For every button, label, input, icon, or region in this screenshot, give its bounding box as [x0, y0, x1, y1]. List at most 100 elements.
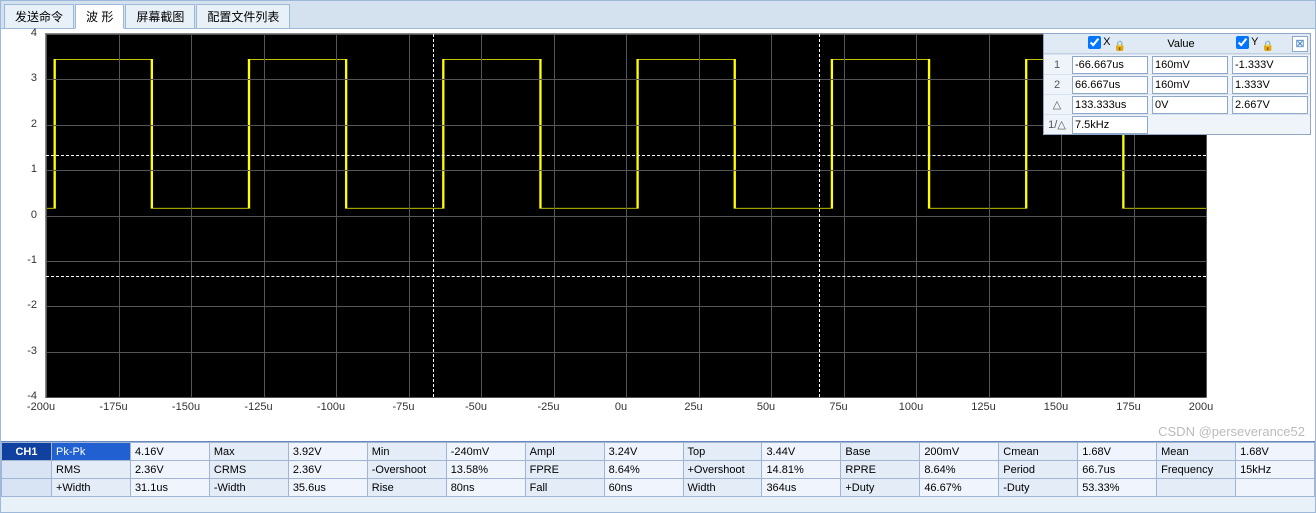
x-tick-label: -200u — [27, 401, 55, 413]
meas-label: +Width — [52, 479, 131, 497]
meas-label: Width — [683, 479, 762, 497]
y-tick-label: 3 — [31, 72, 37, 84]
cursor-y-input[interactable] — [1232, 96, 1308, 114]
meas-value: 14.81% — [762, 461, 841, 479]
y-tick-label: -3 — [27, 345, 37, 357]
measurements-panel: CH1Pk-Pk4.16VMax3.92VMin-240mVAmpl3.24VT… — [1, 441, 1315, 497]
tab-send[interactable]: 发送命令 — [4, 4, 74, 28]
meas-value — [1236, 479, 1315, 497]
x-tick-label: 150u — [1044, 401, 1068, 413]
y-axis: -4-3-2-101234 — [1, 33, 39, 398]
meas-label: Cmean — [999, 443, 1078, 461]
meas-value: 60ns — [604, 479, 683, 497]
cursor-value-input[interactable] — [1152, 76, 1228, 94]
cursor-row: 1/△ — [1044, 114, 1310, 134]
tab-filelist[interactable]: 配置文件列表 — [196, 4, 290, 28]
plot-container: -4-3-2-101234 -200u-175u-150u-125u-100u-… — [1, 29, 1315, 441]
meas-value: 3.92V — [288, 443, 367, 461]
meas-label: Min — [367, 443, 446, 461]
y-tick-label: -2 — [27, 299, 37, 311]
x-tick-label: -75u — [392, 401, 414, 413]
meas-label: RPRE — [841, 461, 920, 479]
cursor-y-checkbox[interactable] — [1236, 36, 1249, 49]
x-tick-label: 200u — [1189, 401, 1213, 413]
oscilloscope-window: 发送命令 波 形 屏幕截图 配置文件列表 -4-3-2-101234 -200u… — [0, 0, 1316, 513]
cursor-value-input[interactable] — [1152, 96, 1228, 114]
y-tick-label: 2 — [31, 118, 37, 130]
x-tick-label: 175u — [1116, 401, 1140, 413]
plot-area[interactable] — [45, 33, 1207, 398]
lock-icon: 🔒 — [1261, 41, 1273, 52]
cursor-horizontal[interactable] — [46, 155, 1206, 156]
tab-screenshot[interactable]: 屏幕截图 — [125, 4, 195, 28]
cursor-panel-close[interactable]: ⊠ — [1292, 36, 1308, 52]
meas-value: 46.67% — [920, 479, 999, 497]
cursor-x-input[interactable] — [1072, 56, 1148, 74]
lock-icon: 🔒 — [1113, 41, 1125, 52]
x-axis: -200u-175u-150u-125u-100u-75u-50u-25u0u2… — [41, 401, 1211, 419]
x-tick-label: 0u — [615, 401, 627, 413]
meas-value: 15kHz — [1236, 461, 1315, 479]
cursor-panel: X 🔒 Value Y 🔒 ⊠ 1 2 △ 1/△ — [1043, 33, 1311, 135]
meas-label: +Overshoot — [683, 461, 762, 479]
cursor-row-label: 1/△ — [1044, 118, 1070, 131]
tab-bar: 发送命令 波 形 屏幕截图 配置文件列表 — [1, 1, 1315, 29]
cursor-vertical[interactable] — [433, 34, 434, 397]
meas-label: Mean — [1157, 443, 1236, 461]
y-tick-label: 4 — [31, 27, 37, 39]
cursor-x-input[interactable] — [1072, 96, 1148, 114]
meas-label: FPRE — [525, 461, 604, 479]
x-tick-label: 125u — [971, 401, 995, 413]
cursor-horizontal[interactable] — [46, 276, 1206, 277]
cursor-row-label: 2 — [1044, 79, 1070, 91]
cursor-x-input[interactable] — [1072, 116, 1148, 134]
meas-label: Top — [683, 443, 762, 461]
cursor-x-checkbox[interactable] — [1088, 36, 1101, 49]
cursor-row: △ — [1044, 94, 1310, 114]
meas-label: RMS — [52, 461, 131, 479]
cursor-row-label: △ — [1044, 98, 1070, 111]
meas-label: CRMS — [209, 461, 288, 479]
meas-value: 364us — [762, 479, 841, 497]
cursor-y-input[interactable] — [1232, 56, 1308, 74]
x-tick-label: -25u — [537, 401, 559, 413]
meas-value: -240mV — [446, 443, 525, 461]
meas-value: 13.58% — [446, 461, 525, 479]
cursor-y-input[interactable] — [1232, 76, 1308, 94]
meas-label: -Overshoot — [367, 461, 446, 479]
channel-spacer — [2, 461, 52, 479]
meas-value: 66.7us — [1078, 461, 1157, 479]
cursor-y-label: Y — [1251, 36, 1258, 48]
cursor-row: 1 — [1044, 54, 1310, 74]
x-tick-label: 75u — [829, 401, 847, 413]
meas-value: 3.24V — [604, 443, 683, 461]
meas-value: 1.68V — [1078, 443, 1157, 461]
meas-label: Ampl — [525, 443, 604, 461]
cursor-value-input[interactable] — [1152, 56, 1228, 74]
tab-wave[interactable]: 波 形 — [75, 4, 124, 29]
cursor-x-input[interactable] — [1072, 76, 1148, 94]
meas-value: 53.33% — [1078, 479, 1157, 497]
meas-label: Max — [209, 443, 288, 461]
x-tick-label: -50u — [465, 401, 487, 413]
cursor-value-label: Value — [1167, 38, 1194, 50]
cursor-row: 2 — [1044, 74, 1310, 94]
cursor-vertical[interactable] — [819, 34, 820, 397]
meas-row: RMS2.36VCRMS2.36V-Overshoot13.58%FPRE8.6… — [2, 461, 1315, 479]
channel-label: CH1 — [2, 443, 52, 461]
watermark: CSDN @perseverance52 — [1158, 424, 1305, 439]
meas-value: 35.6us — [288, 479, 367, 497]
x-tick-label: 50u — [757, 401, 775, 413]
meas-value: 1.68V — [1236, 443, 1315, 461]
channel-spacer — [2, 479, 52, 497]
meas-label: -Duty — [999, 479, 1078, 497]
x-tick-label: -150u — [172, 401, 200, 413]
x-tick-label: 25u — [684, 401, 702, 413]
cursor-x-label: X — [1103, 36, 1110, 48]
meas-label — [1157, 479, 1236, 497]
meas-value: 4.16V — [130, 443, 209, 461]
meas-value: 31.1us — [130, 479, 209, 497]
meas-value: 3.44V — [762, 443, 841, 461]
y-tick-label: 1 — [31, 163, 37, 175]
meas-label: -Width — [209, 479, 288, 497]
